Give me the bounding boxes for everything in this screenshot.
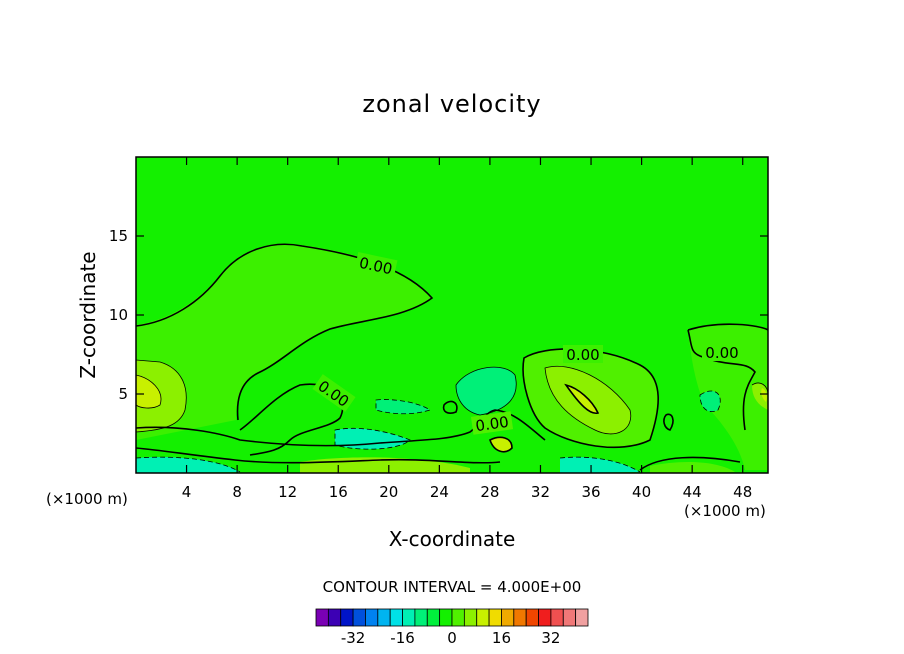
fill-region: [136, 457, 240, 473]
colorbar-swatch: [377, 608, 391, 627]
x-tick-label: 44: [683, 483, 702, 501]
contour-line: [135, 243, 434, 421]
contour-label-bg: [702, 343, 742, 361]
x-tick-label: 32: [531, 483, 550, 501]
contour-line: [135, 409, 546, 447]
contour-line: [559, 456, 641, 473]
x-axis-label: X-coordinate: [389, 527, 516, 551]
colorbar-swatch: [340, 608, 354, 627]
contour-line: [442, 400, 458, 414]
colorbar-swatch: [488, 608, 502, 627]
colorbar-swatch: [352, 608, 366, 627]
contour-line: [639, 456, 741, 471]
colorbar-swatch: [562, 608, 577, 627]
fill-region: [376, 399, 430, 414]
contour-line: [489, 436, 513, 453]
colorbar-swatch: [414, 608, 428, 627]
x-tick-label: 36: [581, 483, 600, 501]
colorbar-swatch: [426, 608, 441, 627]
fill-region: [136, 375, 161, 409]
colorbar-swatch: [389, 608, 403, 627]
colorbar-swatch: [538, 608, 552, 627]
colorbar-swatch: [550, 608, 564, 627]
contour-line: [334, 427, 411, 450]
fill-region: [700, 390, 721, 412]
y-axis-label: Z-coordinate: [76, 251, 100, 378]
contour-line: [135, 456, 241, 473]
colorbar-swatch: [463, 608, 478, 627]
colorbar-tick-label: -16: [390, 629, 415, 647]
colorbar-swatch: [402, 608, 416, 627]
contour-line: [663, 413, 674, 431]
contour-fills: [136, 243, 768, 473]
colorbar-swatch: [315, 608, 329, 627]
colorbar: -32 -16 0 16 32: [315, 608, 589, 647]
x-unit-left: (×1000 m): [46, 490, 128, 508]
y-tick-label: 5: [118, 385, 128, 403]
contour-line: [135, 359, 187, 433]
fill-region: [335, 428, 410, 450]
colorbar-tick-label: 16: [492, 629, 511, 647]
colorbar-swatch: [451, 608, 465, 627]
fill-region: [566, 385, 598, 414]
contour-label-bg: [354, 252, 398, 278]
colorbar-swatch: [525, 608, 539, 627]
contour-line: [135, 374, 162, 409]
fill-region: [456, 367, 517, 415]
y-tick-label: 15: [109, 227, 128, 245]
contour-lines: [135, 243, 769, 473]
x-tick-label: 8: [232, 483, 242, 501]
contour-label-bg: [312, 374, 356, 412]
contour-line: [455, 366, 517, 416]
chart-title: zonal velocity: [362, 90, 541, 118]
colorbar-swatch: [439, 608, 453, 627]
colorbar-swatch: [501, 608, 515, 627]
contour-label: 0.00: [566, 346, 599, 364]
colorbar-swatch: [365, 608, 379, 627]
contour-line: [239, 383, 344, 456]
contour-interval-text: CONTOUR INTERVAL = 4.000E+00: [323, 578, 582, 596]
contour-label: 0.00: [474, 413, 510, 435]
colorbar-swatch: [575, 608, 589, 627]
contour-line: [687, 323, 769, 331]
x-tick-label: 20: [379, 483, 398, 501]
y-tick-label: 10: [109, 306, 128, 324]
colorbar-tick-label: 0: [447, 629, 457, 647]
x-tick-label: 12: [278, 483, 297, 501]
colorbar-swatch: [476, 608, 490, 627]
colorbar-tick-label: 32: [541, 629, 560, 647]
contour-line: [564, 383, 600, 414]
x-tick-label: 24: [430, 483, 449, 501]
x-tick-label: 48: [733, 483, 752, 501]
x-tick-label: 28: [480, 483, 499, 501]
contour-label: 0.00: [705, 344, 738, 362]
contour-line: [699, 390, 721, 412]
colorbar-tick-label: -32: [341, 629, 366, 647]
contour-line: [544, 365, 632, 435]
contour-line: [687, 329, 756, 431]
x-tick-label: 4: [182, 483, 192, 501]
colorbar-swatch: [513, 608, 527, 627]
contour-label-bg: [563, 345, 603, 363]
fill-region: [560, 457, 640, 473]
fill-region: [761, 388, 767, 402]
colorbar-swatch: [327, 608, 342, 627]
contour-line: [375, 399, 431, 415]
fill-region: [136, 243, 432, 440]
plot-area: 0.00 0.00 0.00 0.00 0.00 4 8 12 16 20 24 28 32 3…: [109, 156, 769, 501]
x-tick-label: 40: [632, 483, 651, 501]
contour-label-bg: [470, 411, 514, 435]
x-unit-right: (×1000 m): [684, 502, 766, 520]
x-tick-label: 16: [329, 483, 348, 501]
contour-line: [135, 447, 501, 464]
